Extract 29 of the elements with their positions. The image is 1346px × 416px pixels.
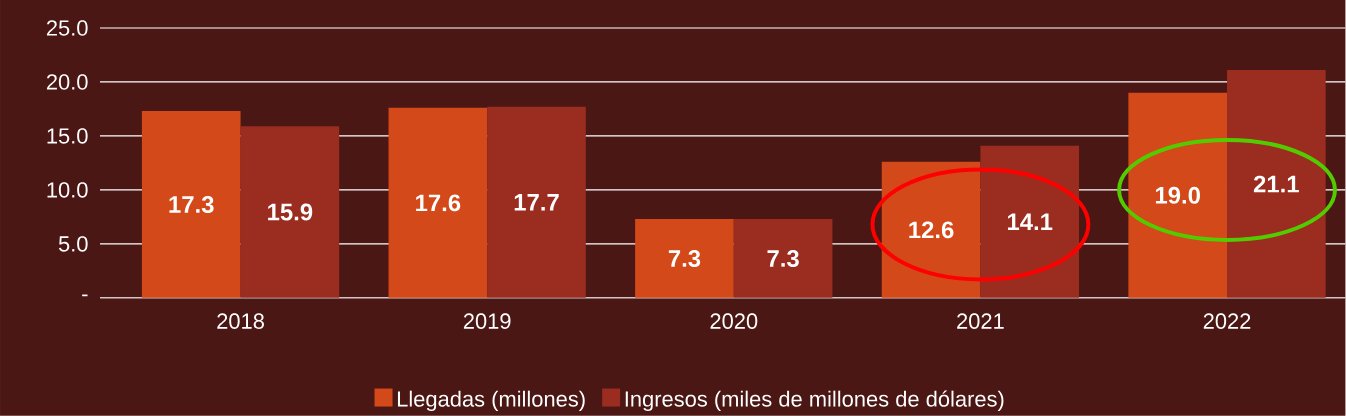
data-label: 7.3 bbox=[668, 250, 701, 268]
bar bbox=[240, 126, 340, 298]
data-label: 17.7 bbox=[514, 194, 559, 211]
data-label: 12.6 bbox=[909, 221, 954, 239]
x-tick-label: 2022 bbox=[1203, 313, 1251, 329]
legend-label: Llegadas (millones) bbox=[397, 390, 585, 412]
data-label: 19.0 bbox=[1155, 186, 1200, 204]
y-tick-label: 10.0 bbox=[47, 182, 88, 198]
bar bbox=[733, 219, 833, 298]
y-tick-label: 15.0 bbox=[47, 128, 88, 144]
x-tick-label: 2020 bbox=[710, 313, 758, 329]
data-label: 14.1 bbox=[1007, 213, 1053, 231]
bar bbox=[141, 111, 241, 298]
x-tick-label: 2021 bbox=[957, 313, 1004, 329]
bar bbox=[487, 106, 586, 298]
data-label: 17.6 bbox=[416, 194, 461, 212]
bar bbox=[388, 107, 488, 298]
y-tick-label: - bbox=[82, 294, 88, 297]
y-tick-label: 5.0 bbox=[58, 236, 88, 252]
y-tick-label: 25.0 bbox=[46, 20, 88, 36]
y-tick-label: 20.0 bbox=[46, 74, 88, 90]
x-tick-label: 2019 bbox=[463, 313, 511, 329]
legend-label: Ingresos (miles de millones de dólares) bbox=[625, 390, 1004, 412]
bar bbox=[635, 219, 734, 298]
data-label: 21.1 bbox=[1253, 175, 1299, 193]
x-tick-label: 2018 bbox=[217, 313, 264, 329]
data-label: 17.3 bbox=[169, 196, 214, 214]
data-label: 7.3 bbox=[767, 250, 799, 268]
data-label: 15.9 bbox=[268, 203, 313, 221]
